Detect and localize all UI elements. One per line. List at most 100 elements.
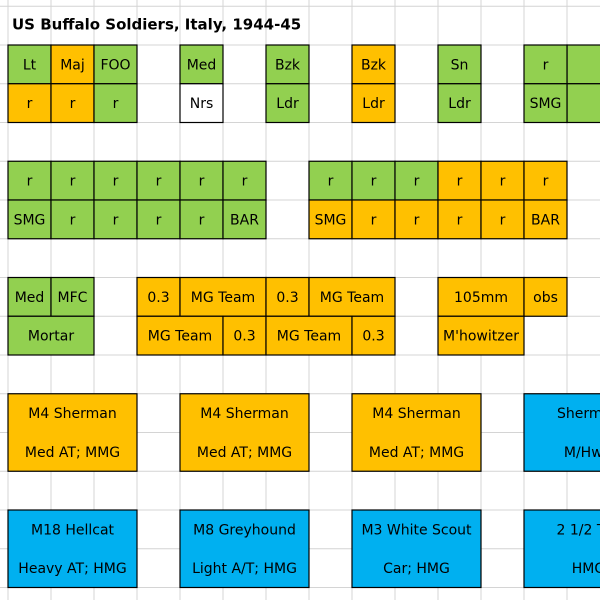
vehicle-counter: [179, 509, 310, 589]
counter-cell: [523, 44, 568, 85]
counter-cell: [50, 83, 95, 124]
counter-cell: [50, 276, 95, 317]
counter-cell: [222, 160, 267, 201]
counter-cell: [50, 199, 95, 240]
counter-label: Nrs: [190, 96, 214, 112]
vehicle-name: Sherman: [557, 406, 600, 422]
counter-label: Mortar: [28, 329, 74, 345]
counter-cell: [265, 44, 310, 85]
counters: Lt Maj FOO Med Bzk Bzk Sn r r r r Nrs Ldr Ldr Ldr SMG r r…: [7, 44, 600, 589]
counter-label: M'howitzer: [443, 329, 519, 345]
vehicle-role: Car; HMG: [383, 561, 450, 577]
counter-label: r: [113, 96, 119, 112]
counter-label: r: [371, 174, 377, 190]
counter-label: r: [27, 174, 33, 190]
counter-label: Bzk: [275, 57, 301, 73]
counter-cell: [179, 199, 224, 240]
counter-cell: [93, 44, 138, 85]
counter-label: r: [500, 174, 506, 190]
counter-cell: [93, 83, 138, 124]
counter-label: MG Team: [277, 329, 341, 345]
vehicle-role: HMG: [572, 561, 600, 577]
counter-cell: [265, 83, 310, 124]
counter-cell: [265, 315, 353, 356]
counter-cell: [351, 199, 396, 240]
counter-label: r: [500, 212, 506, 228]
counter-cell: [566, 83, 600, 124]
vehicle-role: Light A/T; HMG: [192, 561, 297, 577]
vehicle-name: M18 Hellcat: [31, 522, 115, 538]
counter-cell: [351, 315, 396, 356]
counter-label: BAR: [531, 212, 560, 228]
counter-label: r: [543, 174, 549, 190]
counter-cell: [437, 199, 482, 240]
counter-label: r: [242, 174, 248, 190]
counter-label: obs: [533, 290, 558, 306]
counter-cell: [136, 199, 181, 240]
counter-label: 0.3: [276, 290, 298, 306]
vehicle-counter: [351, 509, 482, 589]
counter-cell: [523, 160, 568, 201]
vehicle-role: M/Hwr;: [564, 445, 600, 461]
vehicle-counter: [179, 393, 310, 472]
counter-label: Bzk: [361, 57, 387, 73]
counter-cell: [308, 199, 353, 240]
counter-cell: [136, 160, 181, 201]
counter-label: MG Team: [191, 290, 255, 306]
counter-cell: [7, 199, 52, 240]
counter-label: r: [328, 174, 334, 190]
counter-cell: [523, 83, 568, 124]
counter-cell: [480, 160, 525, 201]
counter-cell: [179, 276, 267, 317]
counter-cell: [437, 315, 525, 356]
vehicle-counter: [523, 509, 600, 589]
counter-label: r: [70, 96, 76, 112]
counter-cell: [523, 199, 568, 240]
counter-label: r: [156, 212, 162, 228]
counter-label: Med: [187, 57, 217, 73]
counter-label: MFC: [58, 290, 88, 306]
vehicle-counter: [523, 393, 600, 472]
counter-label: Lt: [23, 57, 37, 73]
counter-label: r: [27, 96, 33, 112]
counter-label: r: [70, 174, 76, 190]
counter-label: r: [70, 212, 76, 228]
counter-cell: [265, 276, 310, 317]
vehicle-name: M3 White Scout: [361, 522, 472, 538]
counter-cell: [566, 44, 600, 85]
counter-label: MG Team: [320, 290, 384, 306]
vehicle-name: M8 Greyhound: [193, 522, 296, 538]
counter-cell: [7, 83, 52, 124]
counter-label: SMG: [315, 212, 347, 228]
vehicle-role: Med AT; MMG: [25, 445, 120, 461]
counter-label: r: [113, 212, 119, 228]
vehicle-role: Heavy AT; HMG: [18, 561, 126, 577]
counter-cell: [437, 44, 482, 85]
counter-label: r: [414, 212, 420, 228]
vehicle-role: Med AT; MMG: [369, 445, 464, 461]
counter-cell: [437, 83, 482, 124]
counter-cell: [523, 276, 568, 317]
vehicle-counter: [7, 509, 138, 589]
counter-cell: [93, 199, 138, 240]
counter-label: SMG: [530, 96, 562, 112]
sheet-title: US Buffalo Soldiers, Italy, 1944-45: [12, 16, 301, 34]
counter-label: SMG: [14, 212, 46, 228]
vehicle-counter: [351, 393, 482, 472]
counter-label: r: [199, 212, 205, 228]
vehicle-name: M4 Sherman: [372, 406, 460, 422]
counter-cell: [308, 276, 396, 317]
counter-label: Ldr: [448, 96, 471, 112]
vehicle-name: M4 Sherman: [200, 406, 288, 422]
vehicle-name: M4 Sherman: [28, 406, 116, 422]
counter-cell: [222, 315, 267, 356]
counter-cell: [222, 199, 267, 240]
counter-cell: [7, 160, 52, 201]
counter-label: 0.3: [147, 290, 169, 306]
counter-label: BAR: [230, 212, 259, 228]
counter-label: r: [113, 174, 119, 190]
counter-cell: [351, 83, 396, 124]
counter-label: Ldr: [276, 96, 299, 112]
